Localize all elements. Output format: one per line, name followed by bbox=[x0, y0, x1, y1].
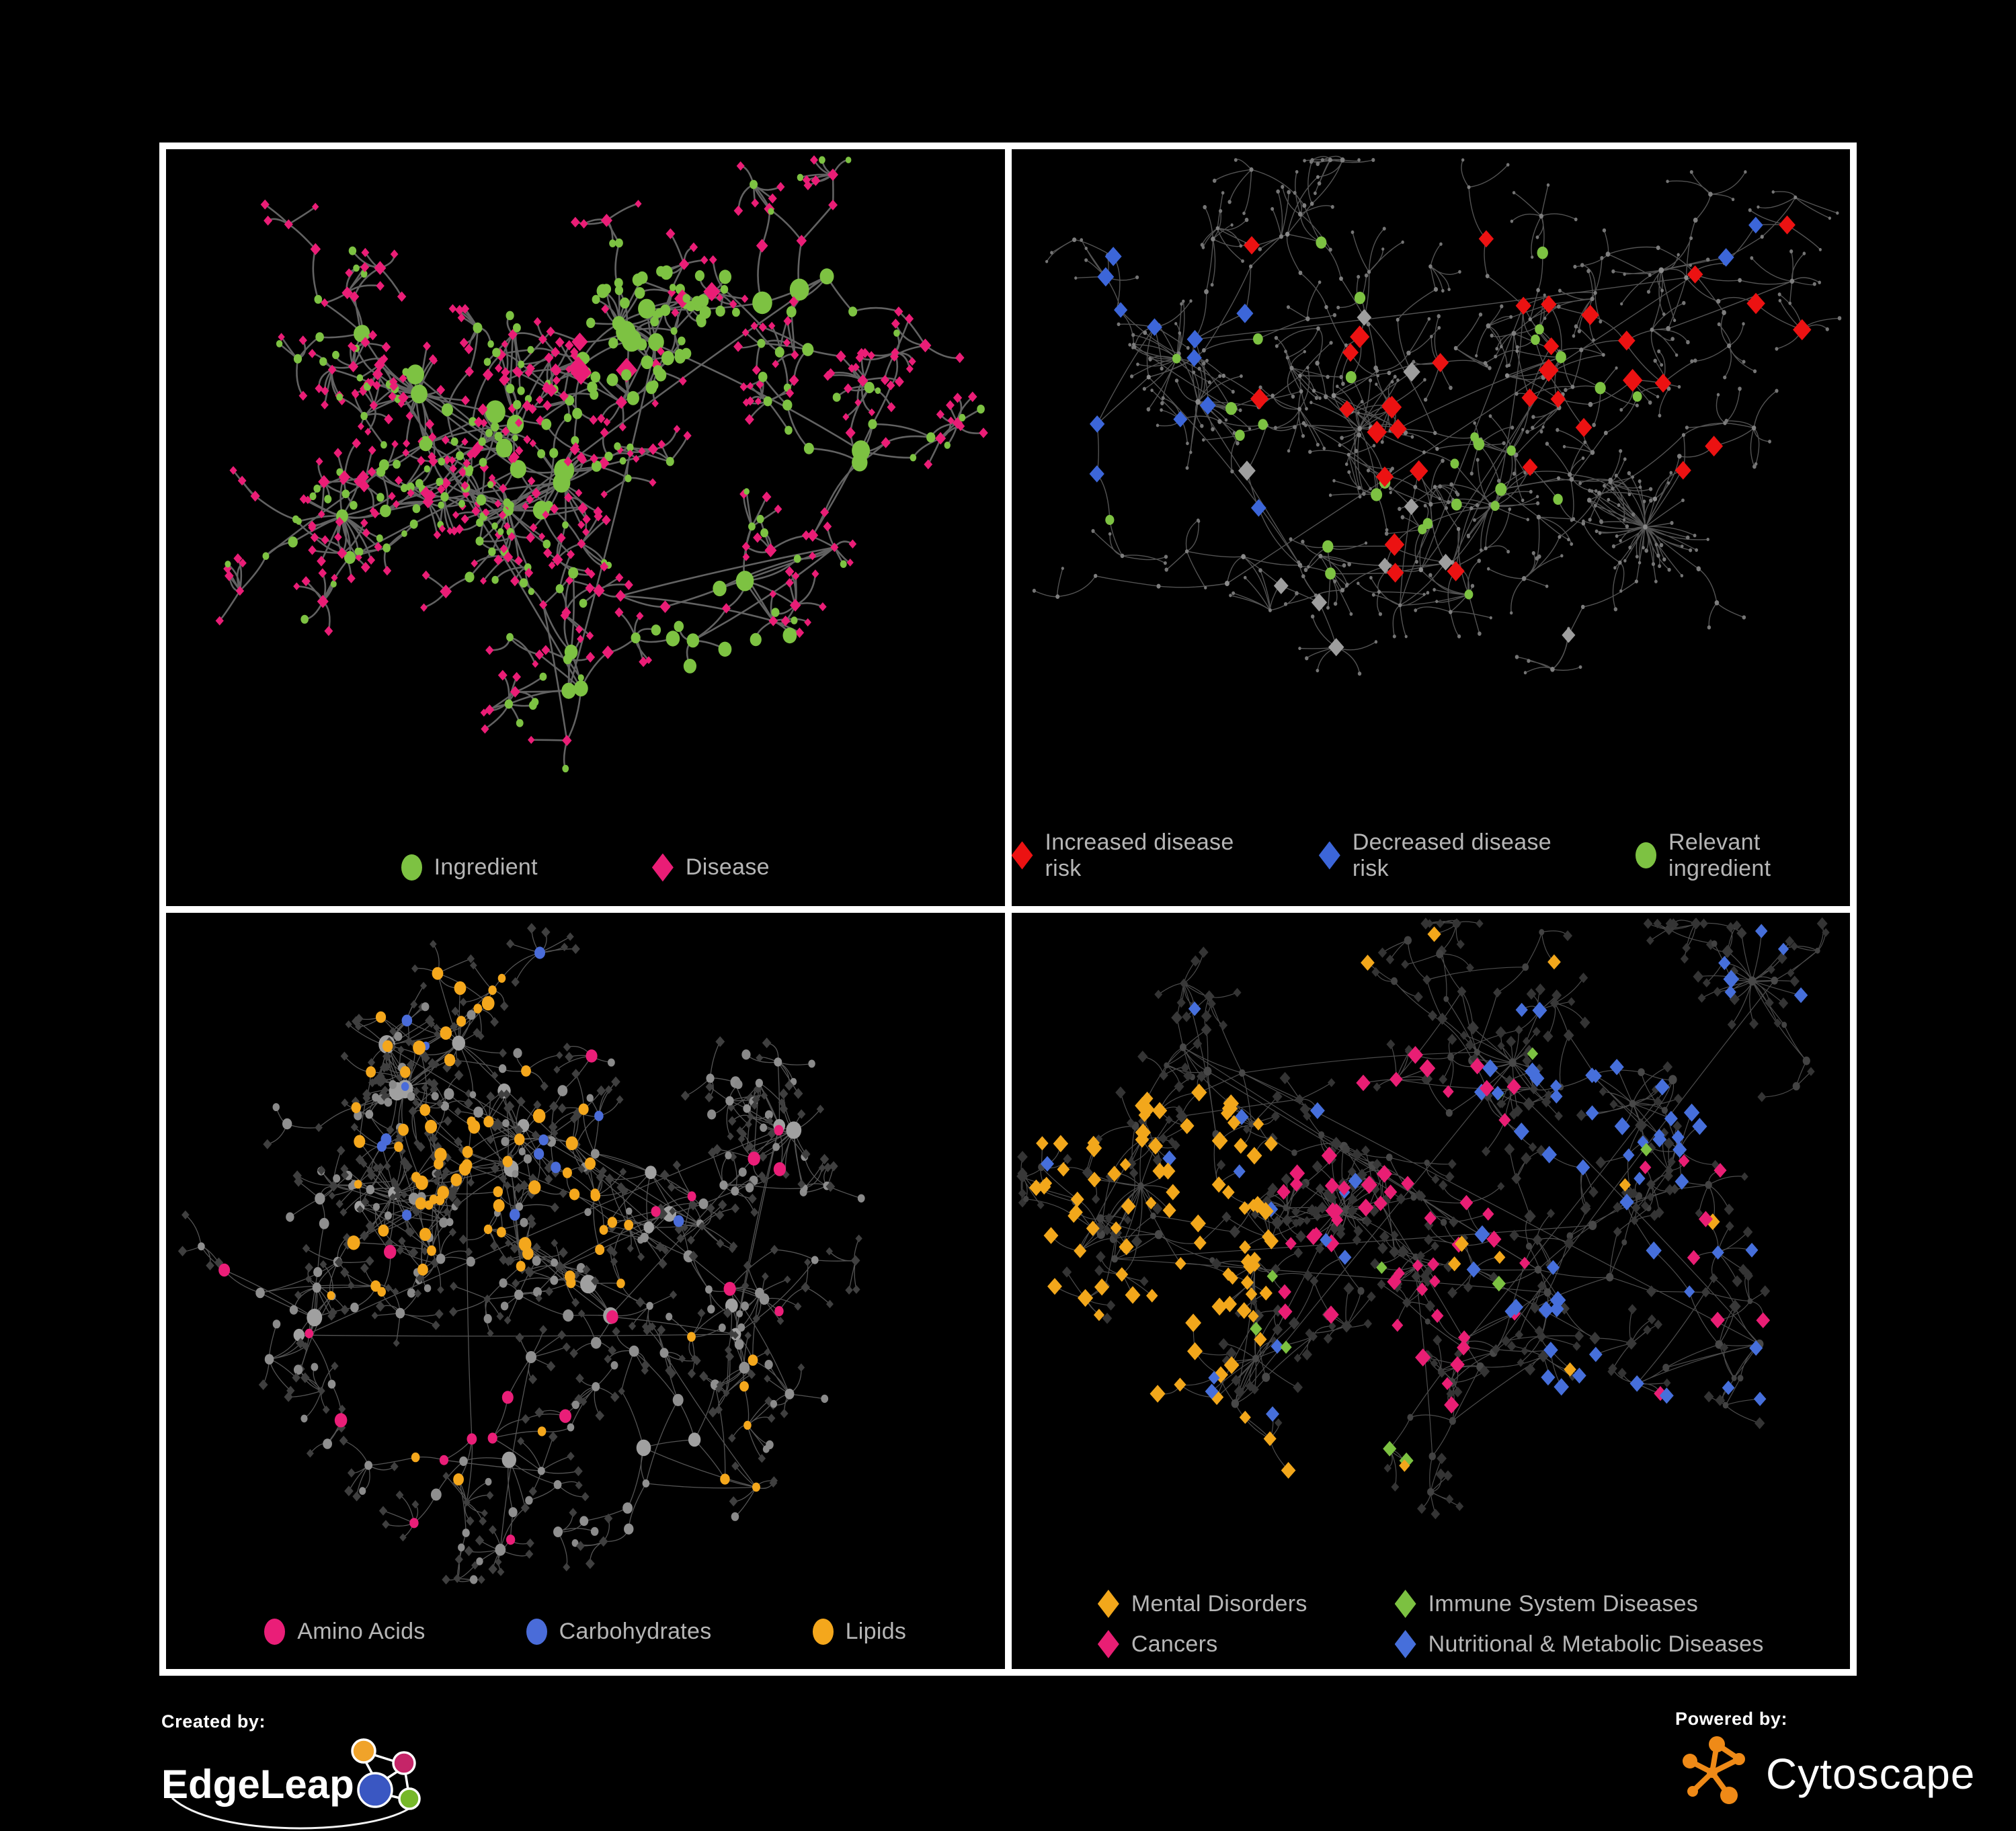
figure-grid: Ingredient Disease Increased disease ris… bbox=[159, 143, 1857, 1676]
legend-item-disease: Disease bbox=[651, 853, 770, 882]
ingredient-disease-network bbox=[215, 155, 988, 773]
panel-ingredient-disease: Ingredient Disease bbox=[166, 149, 1005, 906]
edgeleap-logo: EdgeLeap bbox=[161, 1738, 421, 1830]
legend-label: Amino Acids bbox=[297, 1619, 426, 1644]
legend-label: Carbohydrates bbox=[559, 1619, 712, 1644]
legend-label: Mental Disorders bbox=[1131, 1590, 1307, 1617]
edgeleap-credit: Created by: EdgeLeap bbox=[161, 1711, 450, 1831]
legend-label: Decreased disease risk bbox=[1352, 829, 1551, 881]
legend-item-lipids: Lipids bbox=[812, 1619, 907, 1645]
carbohydrates-marker bbox=[526, 1619, 547, 1645]
disease-risk-network bbox=[1032, 155, 1841, 676]
edgeleap-icon bbox=[351, 1738, 421, 1810]
disease-categories-network bbox=[1016, 917, 1830, 1519]
legend-ingredient-disease: Ingredient Disease bbox=[166, 853, 1005, 882]
legend-label: Ingredient bbox=[434, 854, 538, 880]
legend-label: Disease bbox=[685, 854, 770, 880]
amino-acids-marker bbox=[264, 1619, 286, 1645]
legend-item-increased-risk: Increased disease risk bbox=[1011, 829, 1255, 882]
edgeleap-node-blue bbox=[357, 1772, 393, 1808]
edgeleap-node-magenta bbox=[392, 1751, 416, 1775]
legend-item-nutritional-metabolic-diseases: Nutritional & Metabolic Diseases bbox=[1394, 1630, 1764, 1658]
legend-label: Nutritional & Metabolic Diseases bbox=[1428, 1631, 1764, 1657]
disease-marker bbox=[651, 853, 674, 882]
edgeleap-node-green bbox=[398, 1787, 421, 1810]
cytoscape-icon bbox=[1683, 1736, 1745, 1804]
cytoscape-logo: Cytoscape bbox=[1683, 1736, 1975, 1804]
powered-by-label: Powered by: bbox=[1675, 1709, 1788, 1729]
created-by-label: Created by: bbox=[161, 1711, 266, 1732]
legend-label: Increased disease risk bbox=[1045, 829, 1234, 881]
legend-label: Immune System Diseases bbox=[1428, 1590, 1699, 1617]
ingredient-classes-network bbox=[177, 922, 865, 1584]
legend-item-amino-acids: Amino Acids bbox=[264, 1619, 425, 1645]
lipids-marker bbox=[812, 1619, 834, 1645]
panel-disease-risk: Increased disease risk Decreased disease… bbox=[1011, 149, 1851, 906]
legend-label: Lipids bbox=[845, 1619, 907, 1644]
edgeleap-wordmark: EdgeLeap bbox=[161, 1762, 354, 1807]
legend-item-mental-disorders: Mental Disorders bbox=[1097, 1590, 1307, 1618]
legend-item-relevant-ingredient: Relevant ingredient bbox=[1635, 829, 1850, 882]
legend-ingredient-classes: Amino Acids Carbohydrates Lipids bbox=[166, 1619, 1005, 1645]
legend-item-carbohydrates: Carbohydrates bbox=[526, 1619, 712, 1645]
cytoscape-wordmark: Cytoscape bbox=[1766, 1750, 1975, 1798]
legend-item-cancers: Cancers bbox=[1097, 1630, 1307, 1658]
legend-label: Cancers bbox=[1131, 1631, 1218, 1657]
panel-ingredient-classes: Amino Acids Carbohydrates Lipids bbox=[166, 912, 1005, 1669]
legend-label: Relevant ingredient bbox=[1668, 829, 1771, 881]
legend-item-immune-system-diseases: Immune System Diseases bbox=[1394, 1590, 1764, 1618]
ingredient-marker bbox=[401, 854, 422, 881]
decreased-risk-marker bbox=[1318, 841, 1340, 870]
mental-disorders-marker bbox=[1097, 1590, 1119, 1618]
panel-disease-categories: Mental Disorders Immune System Diseases … bbox=[1011, 912, 1851, 1669]
legend-disease-risk: Increased disease risk Decreased disease… bbox=[1011, 829, 1851, 882]
increased-risk-marker bbox=[1011, 841, 1033, 870]
legend-item-decreased-risk: Decreased disease risk bbox=[1318, 829, 1572, 882]
relevant-ingredient-marker bbox=[1635, 842, 1656, 868]
legend-disease-categories: Mental Disorders Immune System Diseases … bbox=[1012, 1590, 1851, 1658]
legend-item-ingredient: Ingredient bbox=[401, 854, 538, 881]
immune-system-diseases-marker bbox=[1394, 1590, 1416, 1618]
nutritional-metabolic-diseases-marker bbox=[1394, 1630, 1416, 1658]
cancers-marker bbox=[1097, 1630, 1119, 1658]
cytoscape-credit: Powered by: Cytoscape bbox=[1675, 1709, 1991, 1813]
edgeleap-node-orange bbox=[351, 1738, 376, 1764]
